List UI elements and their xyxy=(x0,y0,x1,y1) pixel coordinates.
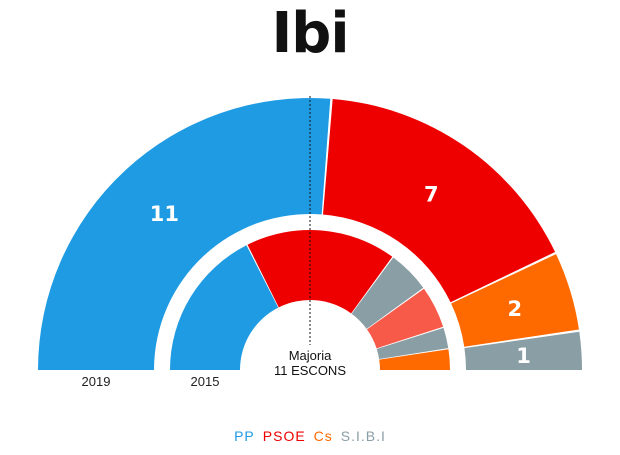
seat-label-cs: 2 xyxy=(507,297,522,321)
ring-2015-segment-s-i-b-i xyxy=(376,327,449,360)
ring-year-label-2019: 2019 xyxy=(82,374,111,389)
majority-seats-label: 11 ESCONS xyxy=(274,363,346,378)
ring-2015-segment-s-i-b-i xyxy=(351,257,424,329)
legend-item-s-i-b-i: S.I.B.I xyxy=(340,428,386,444)
legend: PP PSOE Cs S.I.B.I xyxy=(0,428,620,444)
ring-2015-segment-psoe xyxy=(247,230,393,314)
ring-2019-segment-psoe xyxy=(323,98,556,303)
ring-2015-segment-cs xyxy=(379,349,450,370)
seat-label-s-i-b-i: 1 xyxy=(516,344,531,368)
legend-item-psoe: PSOE xyxy=(262,428,306,444)
seat-label-psoe: 7 xyxy=(424,183,439,207)
ring-2019-segment-s-i-b-i xyxy=(464,331,583,370)
ring-2015-segment-pp xyxy=(170,245,279,370)
ring-2019-segment-pp xyxy=(38,97,331,371)
majority-label: Majoria xyxy=(289,348,332,363)
legend-item-cs: Cs xyxy=(313,428,333,444)
legend-item-pp: PP xyxy=(234,428,255,444)
ring-year-label-2015: 2015 xyxy=(191,374,220,389)
ring-2015-segment-other-light-red xyxy=(366,288,444,349)
chart-title: Ibi xyxy=(271,1,349,66)
seat-label-pp: 11 xyxy=(150,202,179,226)
ring-2019-segment-cs xyxy=(451,254,579,347)
